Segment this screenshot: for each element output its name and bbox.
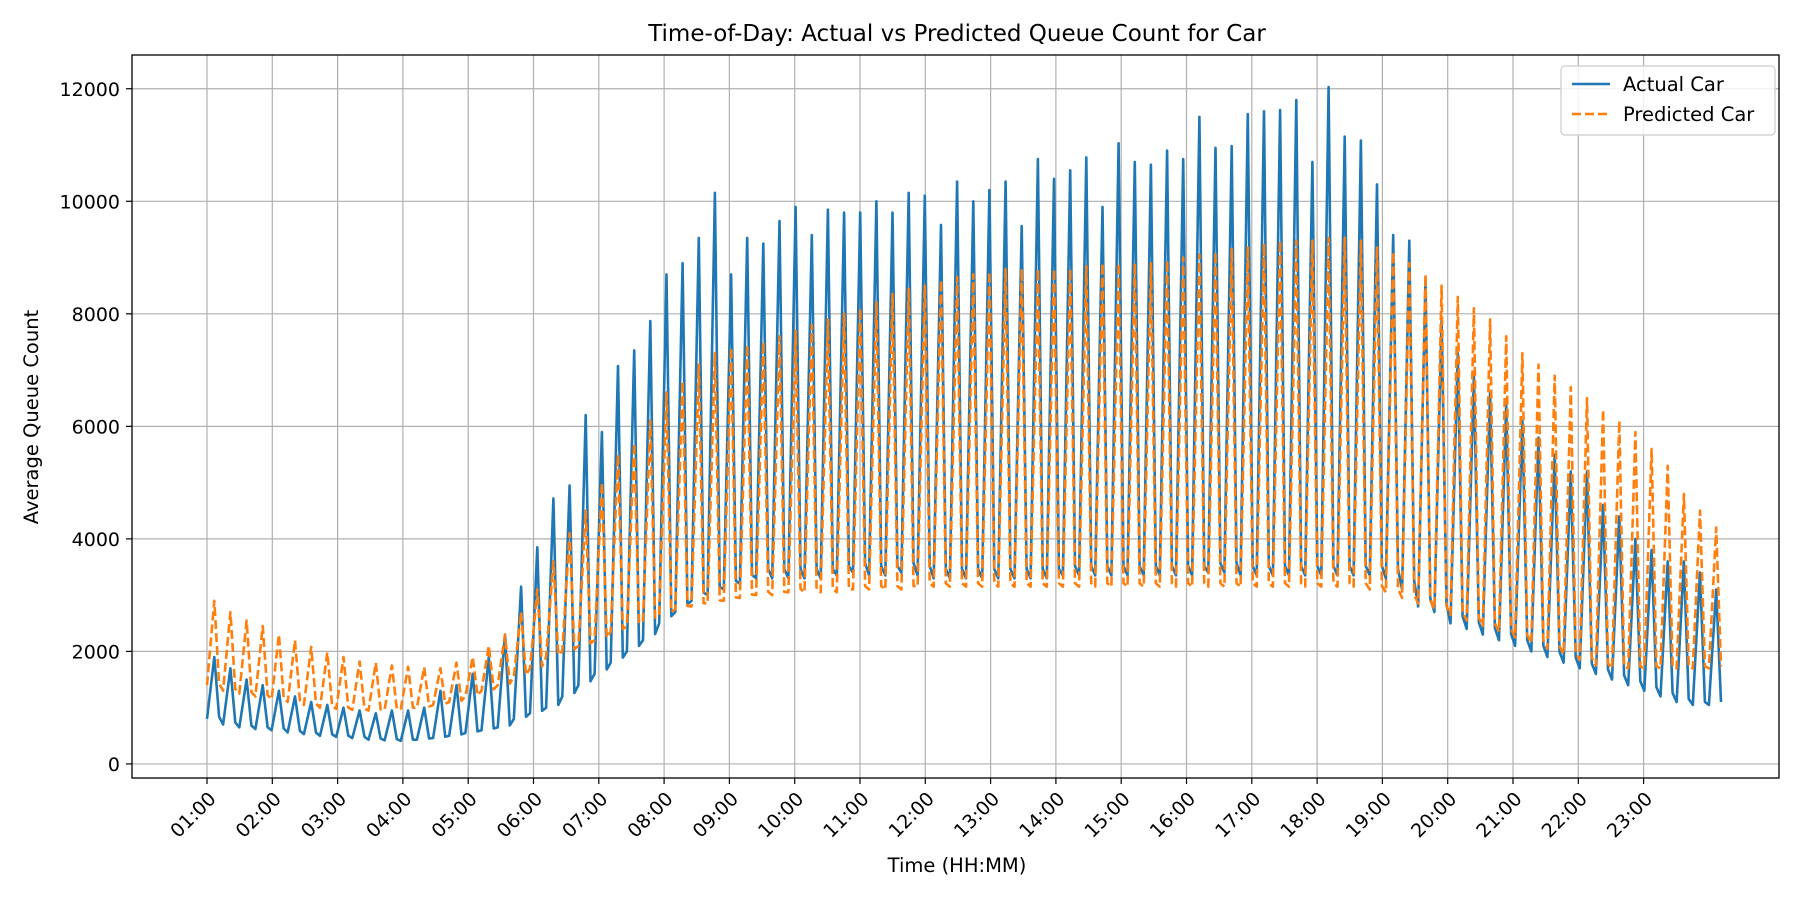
chart-title: Time-of-Day: Actual vs Predicted Queue C… xyxy=(647,21,1266,47)
legend: Actual Car Predicted Car xyxy=(1560,65,1776,136)
y-tick-label: 0 xyxy=(108,754,120,776)
y-tick-label: 4000 xyxy=(72,529,120,551)
y-tick-label: 10000 xyxy=(60,191,120,213)
series-layer xyxy=(205,85,1723,743)
y-axis-label: Average Queue Count xyxy=(20,309,43,524)
y-axis: 0 2000 4000 6000 8000 10000 12000 xyxy=(60,79,132,776)
legend-label-predicted: Predicted Car xyxy=(1623,103,1755,126)
y-tick-label: 6000 xyxy=(72,416,120,438)
legend-label-actual: Actual Car xyxy=(1623,73,1725,96)
y-tick-label: 8000 xyxy=(72,304,120,326)
y-tick-label: 2000 xyxy=(72,641,120,663)
legend-box xyxy=(1560,65,1776,136)
x-axis-label: Time (HH:MM) xyxy=(887,854,1027,877)
y-tick-label: 12000 xyxy=(60,79,120,101)
plot-area xyxy=(131,54,1780,779)
series-line-predicted xyxy=(205,236,1723,712)
